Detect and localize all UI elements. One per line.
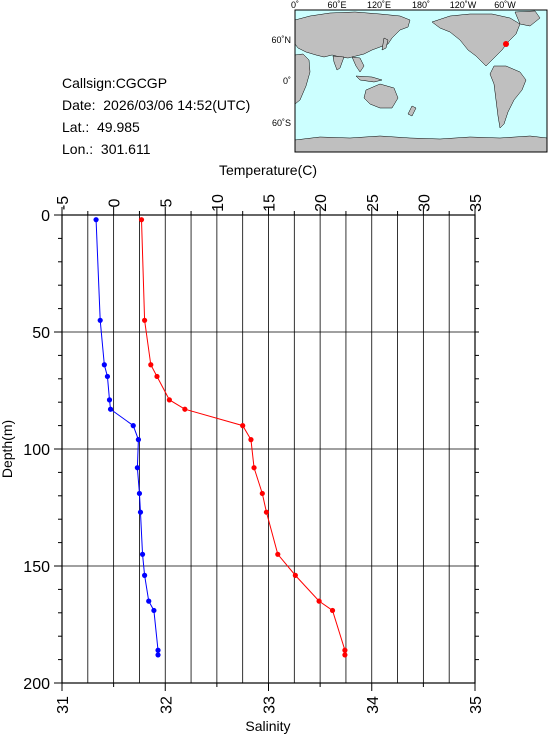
map-lon-label: 60˚W — [494, 0, 516, 10]
chart-minor-ticks — [58, 237, 479, 661]
depth-tick-label: 150 — [23, 559, 50, 576]
salinity-data-point — [93, 217, 99, 223]
map-frame — [294, 9, 548, 153]
temperature-data-point — [138, 217, 145, 223]
salinity-data-point — [137, 509, 144, 515]
temperature-data-point — [292, 572, 298, 578]
salinity-data-point — [135, 437, 142, 443]
temperature-profile-line — [141, 219, 346, 655]
date-text: Date: 2026/03/06 14:52(UTC) — [62, 97, 251, 113]
salinity-profile-line — [95, 219, 159, 655]
callsign-text: Callsign:CGCGP — [62, 75, 168, 91]
salinity-data-point — [97, 317, 103, 323]
map-tick-labels: 0˚ 60˚E 120˚E 180˚ 120˚W 60˚W 60˚N 0˚ 60˚S — [271, 0, 516, 128]
temperature-tick-label: 35 — [468, 194, 485, 212]
temperature-data-point — [263, 509, 270, 515]
land-south-america — [489, 65, 527, 129]
temperature-data-point — [342, 647, 348, 653]
temperature-data-point — [182, 406, 188, 412]
map-lat-label: 60˚S — [272, 118, 291, 128]
temperature-data-point — [316, 598, 322, 604]
temperature-data-point — [240, 423, 246, 429]
salinity-data-point — [136, 490, 143, 497]
temperature-tick-label: 0 — [107, 198, 124, 207]
temperature-tick-label: 10 — [210, 194, 227, 212]
temperature-tick-label: 25 — [365, 194, 382, 212]
depth-tick-label: 0 — [41, 208, 50, 225]
salinity-axis-title: Salinity — [245, 718, 290, 734]
salinity-data-point — [106, 397, 113, 403]
salinity-tick-label: 33 — [262, 696, 279, 714]
land-australia — [363, 83, 399, 109]
map-lon-label: 120˚E — [367, 0, 391, 10]
map-lon-label: 180˚ — [412, 0, 430, 10]
temperature-data-point — [148, 362, 154, 368]
salinity-data-point — [151, 607, 157, 614]
salinity-data-point — [139, 551, 146, 557]
latitude-text: Lat.: 49.985 — [62, 119, 140, 135]
temperature-data-point — [342, 652, 348, 658]
salinity-data-point — [101, 362, 107, 368]
temperature-tick-label: 30 — [416, 194, 433, 212]
map-lat-label: 60˚N — [271, 35, 291, 45]
chart-grid — [62, 215, 475, 683]
salinity-data-point — [104, 373, 111, 380]
map-lon-label: 0˚ — [291, 0, 299, 10]
temperature-tick-label: 5 — [158, 198, 175, 207]
temperature-data-point — [248, 437, 254, 443]
land-greenland — [514, 10, 541, 27]
depth-axis-title: Depth(m) — [0, 420, 15, 478]
temperature-tick-label: 15 — [262, 194, 279, 212]
temperature-data-point — [166, 397, 172, 403]
salinity-data-point — [155, 647, 161, 653]
station-info: Callsign:CGCGP Date: 2026/03/06 14:52(UT… — [62, 72, 250, 160]
depth-tick-label: 100 — [23, 442, 50, 459]
map-lat-label: 0˚ — [283, 76, 291, 86]
depth-tick-label: 200 — [23, 676, 50, 693]
temperature-tick-label: 20 — [313, 194, 330, 212]
salinity-tick-label: 32 — [158, 696, 175, 714]
temperature-data-point — [329, 607, 336, 614]
salinity-tick-label: 31 — [55, 696, 72, 714]
location-map: 0˚ 60˚E 120˚E 180˚ 120˚W 60˚W 60˚N 0˚ 60˚S — [271, 0, 548, 153]
salinity-data-point — [130, 423, 136, 429]
station-location-marker — [503, 41, 509, 47]
land-india — [332, 55, 345, 71]
depth-axis: 0 50 100 150 200 — [23, 208, 62, 693]
land-indonesia — [355, 75, 383, 83]
temperature-tick-label: -5 — [55, 196, 72, 210]
salinity-data-point — [155, 652, 161, 658]
salinity-data-point — [107, 406, 114, 412]
land-africa — [294, 53, 311, 105]
salinity-tick-label: 34 — [365, 696, 382, 714]
temperature-axis-title: Temperature(C) — [219, 162, 317, 178]
salinity-data-point — [146, 598, 152, 604]
salinity-tick-label: 35 — [468, 696, 485, 714]
salinity-data-point — [142, 572, 148, 578]
land-europe-asia — [294, 11, 411, 59]
depth-tick-label: 50 — [32, 325, 50, 342]
temperature-data-point — [154, 373, 160, 380]
salinity-axis: 31 32 33 34 35 — [55, 683, 485, 714]
temperature-data-point — [142, 317, 148, 323]
temperature-axis: -5 0 5 10 15 20 25 30 35 — [55, 194, 485, 215]
temperature-data-point — [251, 465, 257, 471]
temperature-data-point — [275, 551, 281, 557]
salinity-data-point — [134, 465, 140, 471]
temperature-data-point — [259, 490, 265, 497]
land-new-zealand — [407, 105, 417, 117]
land-japan — [381, 37, 389, 51]
map-land — [294, 10, 548, 153]
land-se-asia — [351, 56, 365, 73]
map-lon-label: 60˚E — [327, 0, 346, 10]
map-lon-label: 120˚W — [450, 0, 477, 10]
longitude-text: Lon.: 301.611 — [62, 141, 151, 157]
land-north-america — [431, 13, 521, 67]
chart-series — [93, 217, 348, 658]
